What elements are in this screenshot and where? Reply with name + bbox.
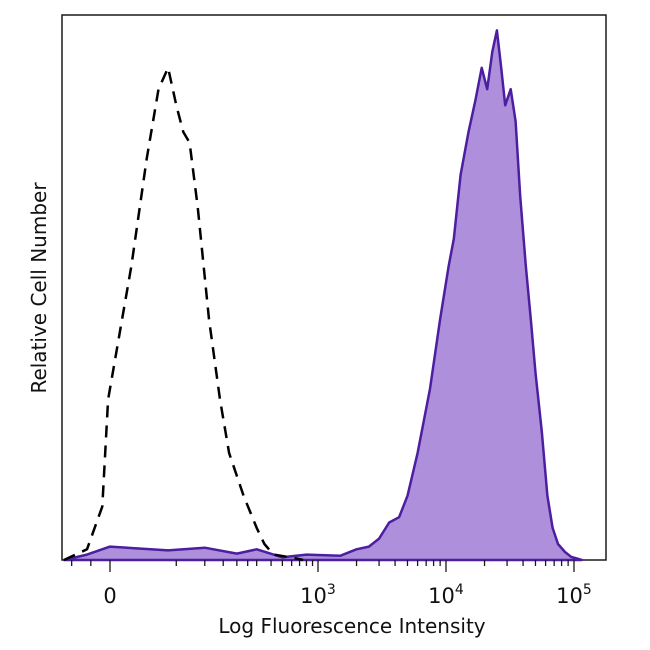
isotype-control-histogram-line (63, 66, 304, 562)
y-axis-title: Relative Cell Number (27, 182, 51, 394)
x-axis-title: Log Fluorescence Intensity (218, 614, 485, 638)
x-tick-label: 104 (428, 582, 464, 608)
x-axis-tick-labels: 0 103 104 105 (103, 582, 592, 608)
x-tick-label: 0 (103, 584, 116, 608)
x-tick-label: 105 (556, 582, 592, 608)
x-axis-ticks (71, 560, 575, 572)
x-tick-label: 103 (300, 582, 336, 608)
